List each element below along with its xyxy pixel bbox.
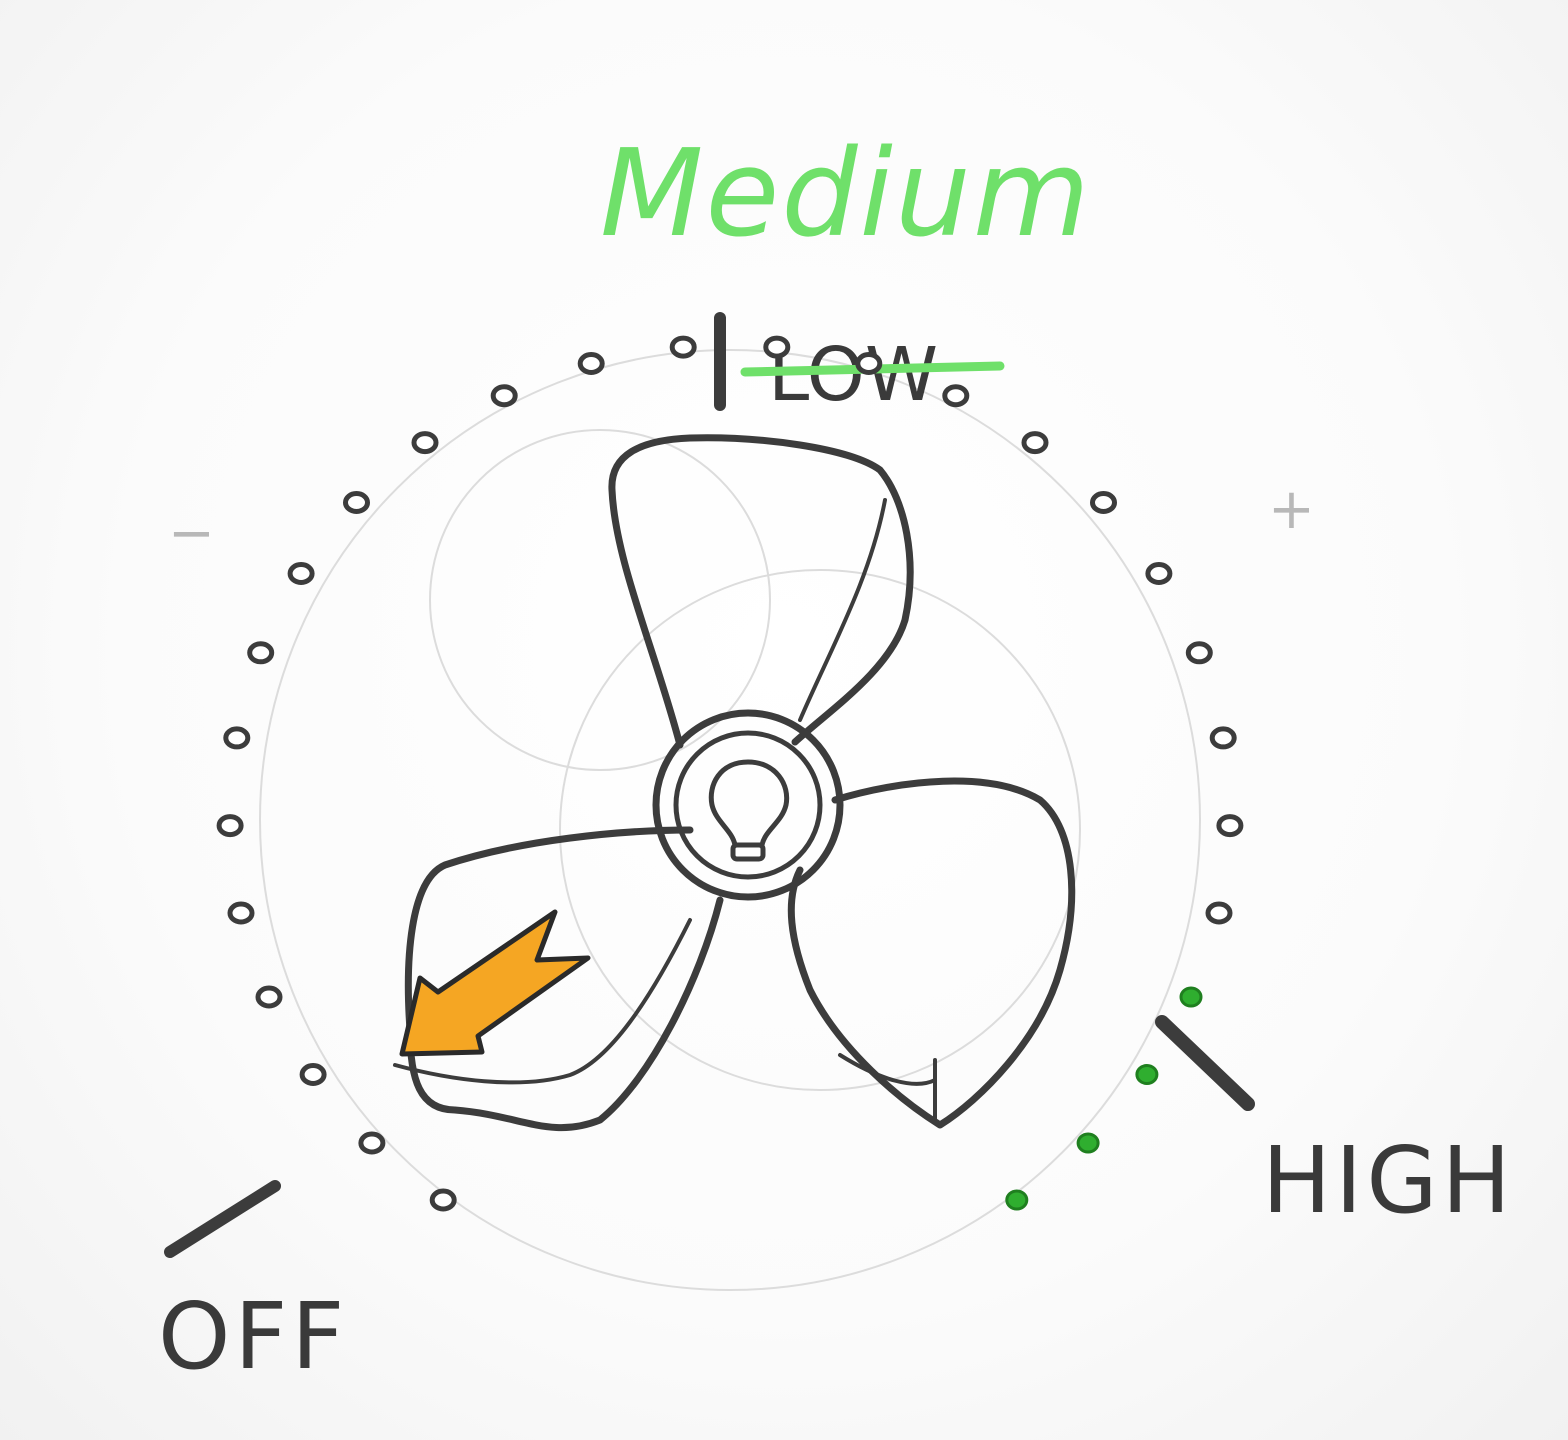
guide-circle-mid (559, 569, 1081, 1091)
high-tick (1155, 1015, 1255, 1111)
level-dot[interactable] (343, 491, 370, 514)
level-dot[interactable] (223, 726, 251, 750)
level-dots[interactable] (216, 335, 1244, 1212)
level-dot[interactable] (1021, 431, 1049, 455)
level-dot[interactable] (227, 901, 255, 925)
level-dot[interactable] (1145, 562, 1173, 585)
level-dot[interactable] (577, 352, 605, 375)
fan-blade-left-edge (393, 918, 692, 1085)
level-dot[interactable] (669, 335, 697, 359)
current-state-label: Medium (600, 125, 1092, 264)
fan-hub-inner (673, 730, 823, 880)
level-dot[interactable] (247, 641, 275, 665)
level-dot[interactable] (216, 814, 244, 838)
level-dot[interactable] (255, 985, 283, 1009)
off-label: OFF (158, 1283, 348, 1390)
level-dot[interactable] (358, 1131, 386, 1155)
level-dot[interactable] (1090, 491, 1117, 514)
level-dot-active[interactable] (1076, 1132, 1100, 1154)
level-dot[interactable] (299, 1063, 327, 1086)
high-label: HIGH (1262, 1127, 1515, 1234)
decrease-mark: − (168, 501, 215, 566)
fan-hub (652, 709, 844, 901)
level-dot[interactable] (855, 352, 883, 375)
level-dot[interactable] (287, 562, 315, 585)
fan-blade-top-edge (798, 498, 887, 722)
level-dot[interactable] (429, 1188, 457, 1212)
light-bulb-icon (708, 759, 790, 862)
level-dot[interactable] (763, 335, 791, 359)
level-dot-active[interactable] (1135, 1064, 1159, 1085)
level-dot[interactable] (1209, 726, 1237, 750)
fan-blade-left (404, 826, 724, 1132)
level-dot[interactable] (1185, 641, 1213, 665)
fan-blade-right (787, 777, 1076, 1129)
guide-circle-outer (259, 349, 1201, 1291)
level-dot[interactable] (490, 384, 518, 408)
level-dot[interactable] (411, 431, 439, 455)
fan-blade-top (608, 434, 914, 749)
level-dot[interactable] (1216, 814, 1244, 838)
arrow-pointer-icon (399, 909, 591, 1057)
level-dot-active[interactable] (1005, 1189, 1029, 1211)
guide-circle-inner (429, 429, 771, 771)
fan-knob[interactable] (393, 434, 1076, 1132)
level-dot-active[interactable] (1179, 986, 1203, 1008)
off-tick (164, 1180, 281, 1258)
fan-blade-right-edge (838, 1053, 937, 1122)
increase-mark: + (1268, 477, 1315, 542)
level-dot[interactable] (1205, 901, 1233, 925)
level-dot[interactable] (942, 384, 970, 408)
